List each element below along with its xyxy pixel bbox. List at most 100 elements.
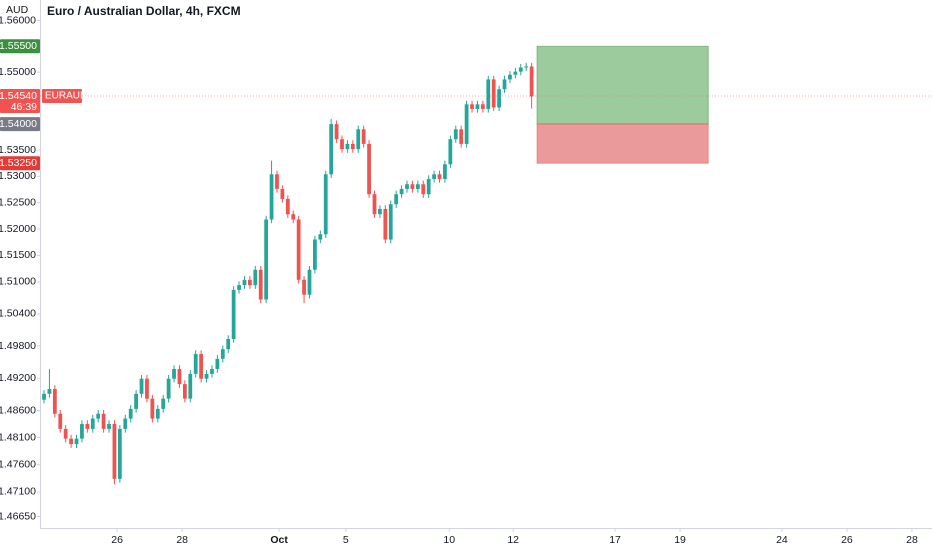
candle-body (161, 398, 166, 409)
candle-body (313, 239, 317, 270)
candle-body (426, 178, 431, 195)
candle-body (210, 369, 214, 374)
candle-body (145, 378, 149, 399)
x-tick-label: Oct (270, 534, 288, 546)
candle-body (112, 424, 117, 479)
symbol-tag (42, 89, 82, 104)
candle-body (226, 339, 231, 350)
candle-body (470, 104, 474, 109)
candle-body (253, 269, 258, 286)
profit-zone (536, 45, 709, 125)
plot (40, 45, 932, 485)
axes: 1.56000 1.55000 1.53500 1.53000 1.52500 1.520… (0, 14, 918, 546)
candle-body (345, 143, 350, 150)
candle-body (258, 269, 263, 300)
y-tick-label: 1.48600 (0, 404, 36, 416)
price-marker-label: 1.54540 (0, 90, 37, 102)
y-tick-label: 1.52500 (0, 196, 36, 208)
x-tick-label: 26 (841, 534, 853, 546)
x-tick-label: 26 (111, 534, 123, 546)
candle-body (443, 164, 447, 179)
candle-body (464, 104, 469, 144)
candle-body (58, 413, 63, 429)
candle-body (182, 384, 187, 399)
candle-body (529, 66, 534, 97)
candle-body (134, 393, 139, 409)
candle-body (101, 413, 106, 429)
candle-body (302, 279, 306, 295)
candle-body (334, 124, 339, 140)
price-marker (0, 89, 40, 114)
candle-body (356, 129, 361, 150)
candle-body (307, 269, 312, 295)
y-tick-label: 1.52000 (0, 223, 36, 235)
candle-body (107, 424, 111, 429)
candle-body (318, 234, 323, 240)
symbol-label: EURAUD (45, 91, 87, 102)
y-tick-label: 1.46650 (0, 510, 36, 522)
candle-body (388, 204, 393, 240)
y-tick-label: 1.48100 (0, 431, 36, 443)
candle-body (378, 208, 382, 215)
x-tick-label: 28 (906, 534, 918, 546)
x-tick-label: 28 (176, 534, 188, 546)
x-tick-label: 19 (674, 534, 686, 546)
candle-body (480, 104, 485, 109)
candle-body (437, 174, 442, 179)
candle-body (502, 79, 507, 90)
candle-body (139, 378, 144, 394)
candle-body (448, 139, 453, 165)
candle-body (350, 143, 355, 150)
candle-body (459, 129, 464, 144)
price-marker-label: 1.55500 (0, 40, 37, 52)
candle-body (513, 71, 518, 75)
price-marker-label: 1.53250 (0, 157, 37, 169)
candle-body (96, 413, 101, 419)
candle-body (269, 174, 274, 220)
candle-body (47, 388, 52, 394)
candle-body (247, 279, 252, 286)
price-marker (0, 156, 40, 171)
y-tick-label: 1.47600 (0, 458, 36, 470)
x-tick-label: 10 (443, 534, 455, 546)
x-tick-label: 24 (776, 534, 788, 546)
candle-body (74, 438, 79, 445)
y-tick-label: 1.49800 (0, 340, 36, 352)
candle-body (486, 79, 491, 109)
loss-zone (536, 123, 709, 164)
y-tick-label: 1.56000 (0, 14, 36, 26)
candle-body (432, 174, 436, 179)
candle-body (421, 184, 426, 195)
candle-body (394, 194, 399, 205)
candle-body (204, 373, 209, 379)
countdown: 46:39 (11, 101, 37, 113)
candle-body (372, 194, 377, 215)
price-marker-label: 1.54000 (0, 118, 37, 130)
candle-body (340, 139, 344, 150)
candle-body (508, 74, 512, 80)
candle-body (329, 124, 334, 175)
candle-body (150, 398, 155, 419)
candle-body (215, 358, 220, 370)
candle-body (280, 188, 285, 199)
candle-body (117, 428, 122, 479)
y-tick-label: 1.55000 (0, 66, 36, 78)
candle-body (242, 279, 247, 286)
candle-body (237, 285, 241, 290)
candle-body (415, 184, 420, 189)
candle-body (275, 174, 279, 189)
candle-body (285, 198, 290, 215)
candle-body (383, 208, 388, 240)
candle-body (410, 184, 415, 189)
candle-body (90, 418, 95, 429)
candle-body (361, 129, 366, 144)
candle-body (42, 393, 46, 400)
candle-body (69, 438, 73, 445)
candle-body (80, 424, 84, 439)
x-tick-label: 17 (609, 534, 621, 546)
candle-body (220, 349, 225, 359)
candle-body (177, 369, 182, 385)
candle-body (172, 369, 176, 379)
candle-body (128, 408, 133, 419)
candle-body (155, 408, 160, 419)
